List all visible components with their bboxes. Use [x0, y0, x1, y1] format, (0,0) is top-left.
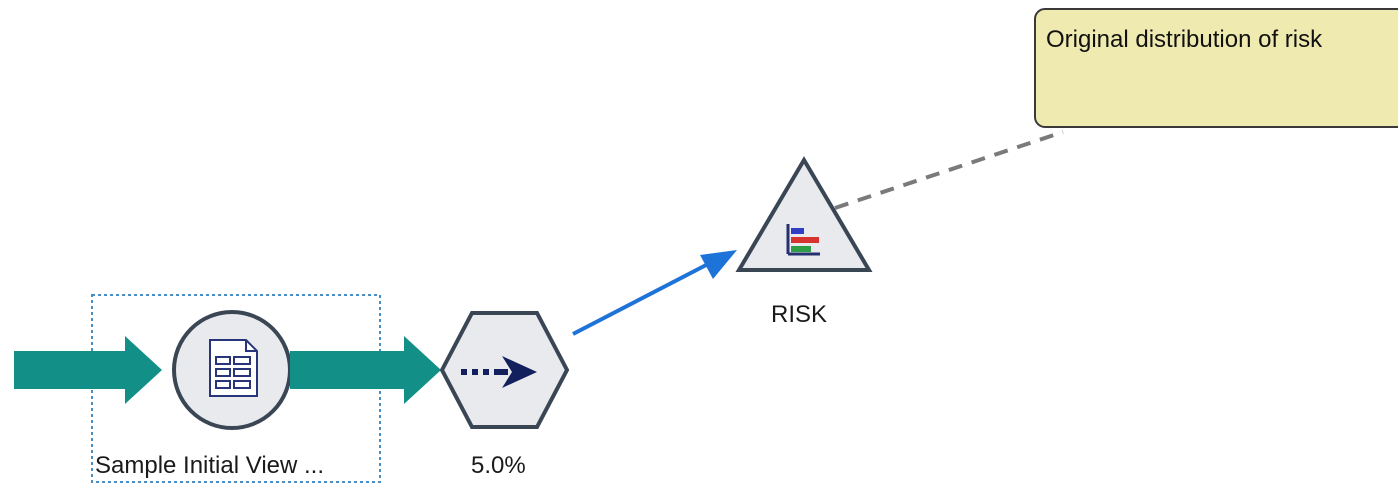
comment-link-line — [834, 130, 1064, 210]
sample-node[interactable] — [439, 311, 570, 429]
comment-box[interactable] — [1034, 8, 1398, 128]
distribution-node-label: RISK — [771, 301, 828, 328]
comment-text: Original distribution of risk — [1046, 26, 1323, 53]
stream-arrow-source-to-sample — [290, 336, 441, 404]
bar-chart-icon — [786, 224, 820, 256]
incoming-stream-arrow — [14, 336, 162, 404]
selection-box — [91, 294, 381, 483]
document-table-icon — [209, 339, 258, 397]
connector-sample-to-risk — [572, 250, 737, 336]
sample-node-label: 5.0% — [471, 452, 526, 479]
dotted-arrow-right-icon — [461, 356, 537, 388]
source-node-label: Sample Initial View ... — [95, 452, 324, 479]
distribution-node[interactable] — [735, 156, 873, 272]
source-node[interactable] — [172, 310, 292, 430]
